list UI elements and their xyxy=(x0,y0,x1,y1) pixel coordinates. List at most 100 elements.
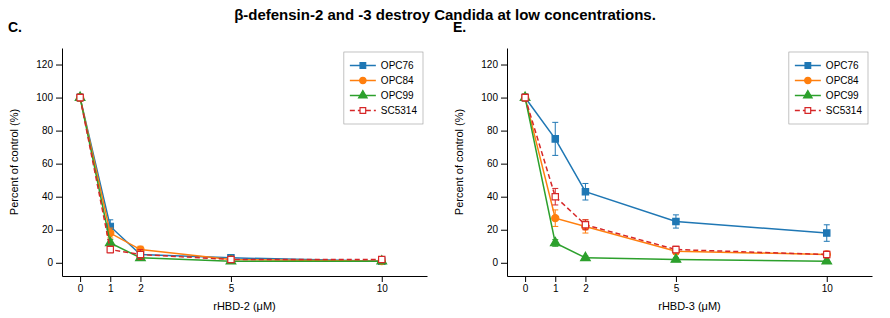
y-tick-mark xyxy=(501,164,507,165)
x-tick: 0 xyxy=(78,276,84,294)
x-tick-mark xyxy=(231,276,232,282)
legend-entry: OPC99 xyxy=(350,90,414,101)
y-tick: 20 xyxy=(487,224,507,235)
error-bar xyxy=(824,225,830,242)
x-tick-label: 10 xyxy=(377,283,389,294)
y-axis-title: Percent of control (%) xyxy=(8,109,20,215)
y-tick-label: 60 xyxy=(487,158,499,169)
y-tick: 120 xyxy=(36,59,62,70)
x-tick-label: 2 xyxy=(583,283,589,294)
series xyxy=(77,94,385,264)
point xyxy=(673,218,679,224)
legend-entry: OPC84 xyxy=(795,75,859,86)
series xyxy=(77,94,386,265)
legend-marker xyxy=(805,77,811,83)
x-tick: 1 xyxy=(553,276,559,294)
point xyxy=(522,94,528,100)
series-line xyxy=(525,98,827,262)
plot-area xyxy=(75,92,386,265)
x-tick-mark xyxy=(140,276,141,282)
y-axis-line xyxy=(507,49,508,277)
series xyxy=(522,94,830,258)
legend-label: OPC84 xyxy=(826,75,859,86)
error-bar xyxy=(77,94,83,101)
point xyxy=(228,256,234,262)
y-tick: 120 xyxy=(481,59,507,70)
legend-entry: OPC84 xyxy=(350,75,414,86)
x-axis-line xyxy=(508,276,873,277)
series-line xyxy=(80,98,382,262)
point xyxy=(520,92,530,100)
point xyxy=(107,246,113,252)
legend-entry: OPC99 xyxy=(795,90,859,101)
legend-marker xyxy=(360,108,366,114)
panel: 012510020406080100120rHBD-2 (μM)Percent … xyxy=(8,19,428,312)
error-bar xyxy=(582,220,588,230)
x-tick-mark xyxy=(676,276,677,282)
x-tick: 0 xyxy=(523,276,529,294)
error-bar xyxy=(522,94,528,101)
y-tick-mark xyxy=(501,131,507,132)
y-tick-label: 60 xyxy=(42,158,54,169)
y-tick-label: 20 xyxy=(42,224,54,235)
legend-label: SC5314 xyxy=(826,105,863,116)
y-axis-title: Percent of control (%) xyxy=(453,109,465,215)
y-tick-mark xyxy=(501,197,507,198)
x-tick: 10 xyxy=(377,276,389,294)
x-tick-label: 1 xyxy=(553,283,559,294)
legend-entry: OPC76 xyxy=(795,60,859,71)
y-tick-mark xyxy=(56,164,62,165)
x-axis-line xyxy=(63,276,428,277)
panel-label: C. xyxy=(8,19,22,35)
error-bar xyxy=(552,210,558,227)
point xyxy=(552,136,558,142)
point xyxy=(75,92,85,100)
y-tick-mark xyxy=(501,230,507,231)
y-tick: 0 xyxy=(47,257,62,268)
error-bar xyxy=(137,250,143,260)
y-tick-mark xyxy=(501,65,507,66)
series-line xyxy=(80,98,382,260)
error-bar xyxy=(77,94,83,101)
y-tick-mark xyxy=(56,230,62,231)
y-tick-label: 120 xyxy=(36,59,53,70)
y-tick: 60 xyxy=(487,158,507,169)
x-axis: 012510 xyxy=(63,276,428,294)
x-tick-label: 10 xyxy=(822,283,834,294)
series-line xyxy=(80,98,382,262)
legend-entry: SC5314 xyxy=(795,105,863,116)
y-tick-mark xyxy=(501,98,507,99)
x-tick-mark xyxy=(555,276,556,282)
point xyxy=(226,256,236,264)
point xyxy=(823,251,830,258)
y-tick-label: 0 xyxy=(47,257,53,268)
y-tick-mark xyxy=(56,65,62,66)
error-bar xyxy=(77,94,83,101)
legend: OPC76OPC84OPC99SC5314 xyxy=(344,52,423,124)
title: β-defensin-2 and -3 destroy Candida at l… xyxy=(234,6,656,23)
point xyxy=(673,246,679,252)
y-tick-label: 120 xyxy=(481,59,498,70)
x-tick-label: 5 xyxy=(674,283,680,294)
point xyxy=(105,237,115,245)
y-axis: 020406080100120 xyxy=(36,49,62,277)
y-tick: 100 xyxy=(36,92,62,103)
series xyxy=(522,94,830,241)
error-bar xyxy=(137,250,143,260)
x-tick-label: 2 xyxy=(138,283,144,294)
legend-marker xyxy=(804,91,813,98)
x-axis-title: rHBD-3 (μM) xyxy=(658,300,721,312)
y-tick: 100 xyxy=(481,92,507,103)
x-tick: 5 xyxy=(229,276,235,294)
error-bar xyxy=(522,94,528,101)
legend-label: SC5314 xyxy=(381,105,418,116)
x-tick-mark xyxy=(525,276,526,282)
y-tick-mark xyxy=(56,197,62,198)
legend-frame xyxy=(344,52,423,124)
legend: OPC76 OPC84 OPC99 SC5314 xyxy=(789,52,868,124)
y-tick-label: 40 xyxy=(487,191,499,202)
y-tick-label: 100 xyxy=(36,92,53,103)
x-tick-label: 0 xyxy=(523,283,529,294)
x-tick: 2 xyxy=(583,276,589,294)
y-axis: 020406080100120 xyxy=(481,49,507,277)
